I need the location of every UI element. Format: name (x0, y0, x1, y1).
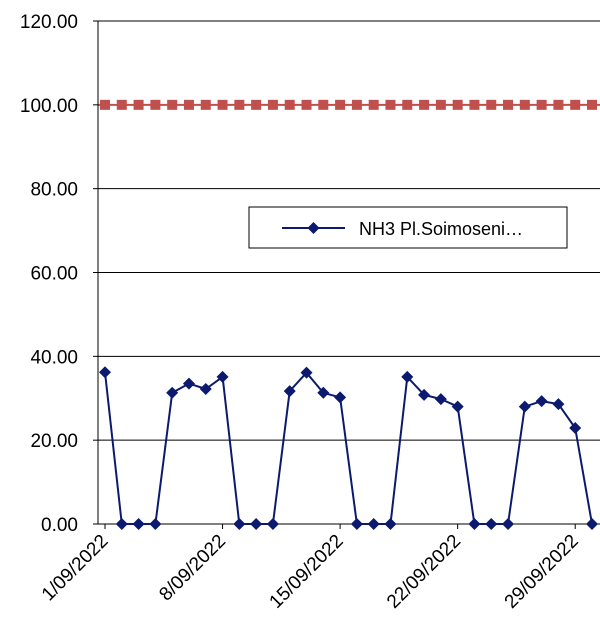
limit-marker (100, 99, 110, 110)
y-tick-label: 120.00 (20, 12, 78, 33)
data-point (451, 400, 464, 413)
limit-marker (133, 99, 144, 110)
data-point (182, 377, 195, 390)
limit-marker (469, 99, 480, 110)
limit-line-group (98, 99, 600, 110)
legend-label: NH3 Pl.Soimoseni… (359, 219, 523, 239)
x-tick-label: 22/09/2022 (383, 531, 465, 613)
data-point (535, 395, 548, 408)
data-point (132, 518, 145, 530)
data-point (166, 386, 179, 399)
data-point (266, 518, 279, 530)
limit-marker (267, 99, 278, 110)
limit-marker (368, 99, 379, 110)
y-tick-label: 0.00 (41, 515, 78, 536)
limit-marker (553, 99, 564, 110)
series-group (99, 366, 598, 530)
y-tick-label: 80.00 (30, 180, 78, 201)
limit-marker (251, 99, 262, 110)
data-point (317, 386, 330, 399)
data-point (468, 518, 481, 530)
limit-marker (385, 99, 396, 110)
limit-marker (301, 99, 312, 110)
data-point (401, 370, 414, 383)
data-point (367, 518, 380, 530)
limit-marker (570, 99, 581, 110)
legend: NH3 Pl.Soimoseni… (248, 206, 568, 249)
data-point (149, 518, 162, 530)
limit-marker (284, 99, 295, 110)
limit-marker (150, 99, 161, 110)
limit-marker (351, 99, 362, 110)
y-tick-label: 100.00 (20, 96, 78, 117)
data-point (300, 366, 313, 379)
y-tick-label: 60.00 (30, 264, 78, 285)
x-tick-labels: 1/09/2022 8/09/2022 15/09/2022 22/09/2022 29… (38, 531, 583, 613)
data-point (502, 518, 515, 530)
data-point (233, 518, 246, 530)
data-point (250, 518, 263, 530)
y-tick-labels: 0.00 20.00 40.00 60.00 80.00 100.00 120.00 (20, 12, 78, 536)
limit-marker (435, 99, 446, 110)
data-point (334, 391, 347, 404)
limit-marker (200, 99, 211, 110)
data-point (384, 518, 397, 530)
limit-marker (587, 99, 597, 110)
limit-marker (486, 99, 497, 110)
data-point (418, 388, 431, 401)
data-point (518, 400, 531, 413)
data-point (485, 518, 498, 530)
data-point (115, 518, 128, 530)
data-point (350, 518, 363, 530)
y-tick-label: 20.00 (30, 431, 78, 452)
limit-marker (167, 99, 178, 110)
limit-marker (519, 99, 530, 110)
limit-marker (419, 99, 430, 110)
limit-marker (452, 99, 463, 110)
data-point (283, 385, 296, 398)
limit-marker (234, 99, 245, 110)
data-point (199, 383, 212, 396)
data-point (216, 370, 229, 383)
limit-marker (503, 99, 514, 110)
limit-marker (217, 99, 228, 110)
x-tick-label: 8/09/2022 (155, 531, 230, 606)
legend-marker (307, 222, 320, 234)
limit-marker (183, 99, 194, 110)
x-tick-label: 29/09/2022 (501, 531, 583, 613)
data-point (586, 518, 598, 530)
limit-marker (536, 99, 547, 110)
y-tick-label: 40.00 (30, 347, 78, 368)
axes (97, 21, 600, 525)
x-tick-label: 15/09/2022 (266, 531, 348, 613)
series-line (104, 371, 593, 525)
data-point (99, 366, 111, 379)
data-point (434, 393, 447, 406)
limit-marker (116, 99, 127, 110)
data-point (569, 422, 582, 435)
limit-marker (335, 99, 346, 110)
x-tick-label: 1/09/2022 (38, 531, 113, 606)
limit-marker (318, 99, 329, 110)
data-point (552, 398, 565, 411)
limit-marker (402, 99, 413, 110)
